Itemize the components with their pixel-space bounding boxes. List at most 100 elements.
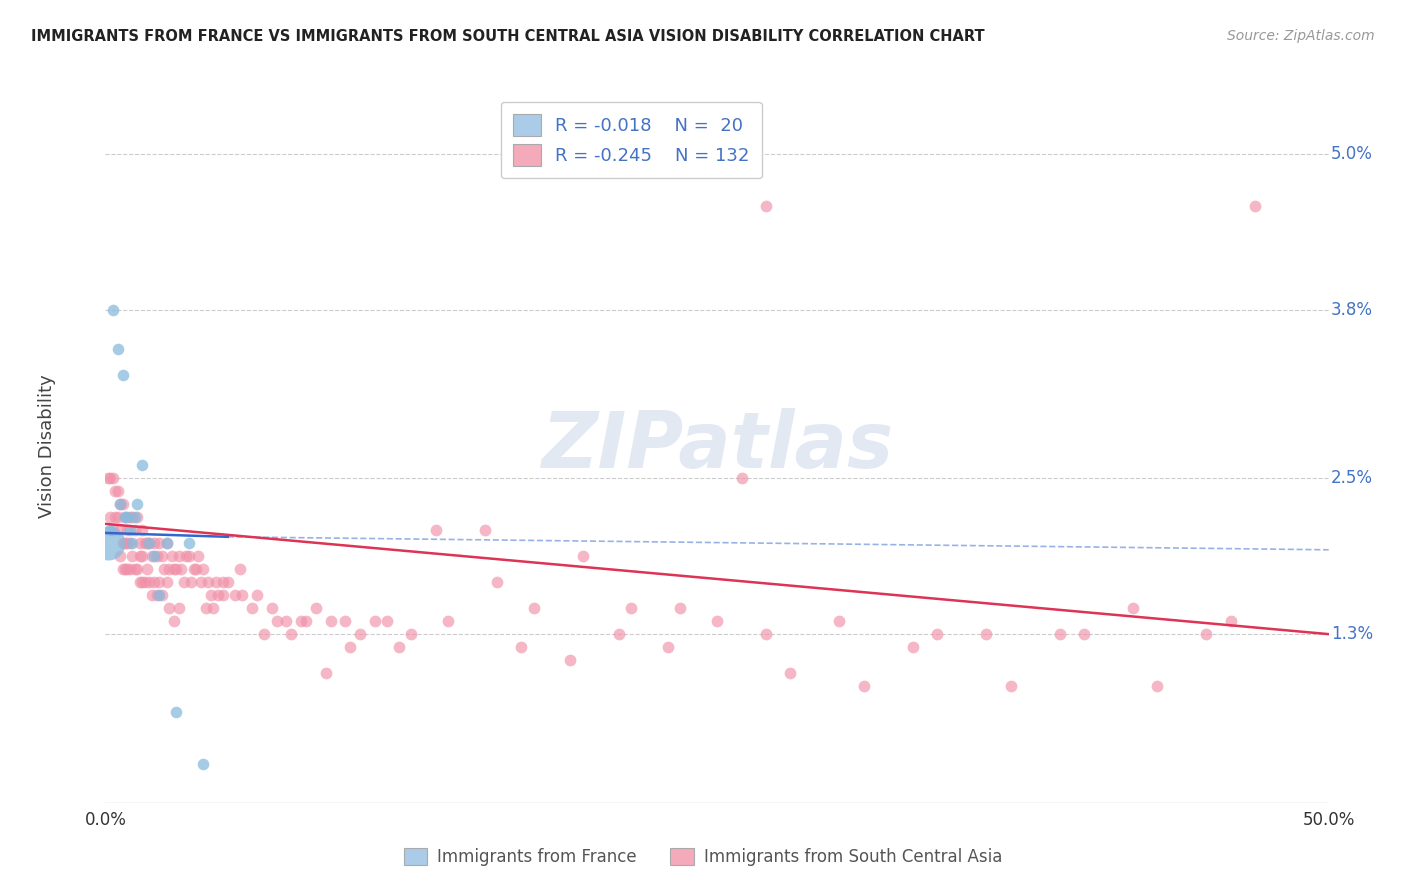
Point bbox=[522, 601, 544, 615]
Point bbox=[927, 627, 949, 641]
Point bbox=[136, 536, 159, 550]
Point bbox=[150, 588, 173, 602]
Point bbox=[157, 601, 180, 615]
Point bbox=[607, 627, 630, 641]
Point bbox=[755, 199, 778, 213]
Point bbox=[266, 614, 288, 628]
Point bbox=[669, 601, 692, 615]
Point bbox=[127, 497, 149, 511]
Point bbox=[160, 549, 183, 564]
Point bbox=[180, 575, 202, 590]
Point bbox=[217, 575, 239, 590]
Point bbox=[194, 601, 217, 615]
Point bbox=[131, 549, 153, 564]
Point bbox=[399, 627, 422, 641]
Point bbox=[212, 588, 235, 602]
Point bbox=[104, 510, 127, 524]
Point bbox=[148, 588, 170, 602]
Point bbox=[134, 575, 156, 590]
Point bbox=[246, 588, 269, 602]
Point bbox=[200, 588, 222, 602]
Point bbox=[138, 536, 160, 550]
Point bbox=[157, 562, 180, 576]
Point bbox=[260, 601, 283, 615]
Point bbox=[620, 601, 643, 615]
Point bbox=[121, 536, 143, 550]
Point bbox=[1073, 627, 1095, 641]
Point bbox=[901, 640, 924, 654]
Point bbox=[1195, 627, 1218, 641]
Point bbox=[97, 471, 120, 485]
Text: Source: ZipAtlas.com: Source: ZipAtlas.com bbox=[1227, 29, 1375, 44]
Point bbox=[852, 679, 875, 693]
Point bbox=[485, 575, 508, 590]
Point bbox=[114, 536, 136, 550]
Point bbox=[204, 575, 226, 590]
Point bbox=[108, 497, 131, 511]
Point bbox=[165, 705, 187, 719]
Text: ZIPatlas: ZIPatlas bbox=[541, 408, 893, 484]
Point bbox=[305, 601, 328, 615]
Point bbox=[111, 497, 134, 511]
Point bbox=[131, 575, 153, 590]
Point bbox=[101, 471, 124, 485]
Point bbox=[141, 588, 163, 602]
Point bbox=[167, 549, 190, 564]
Point bbox=[155, 575, 177, 590]
Point bbox=[167, 601, 190, 615]
Point bbox=[388, 640, 411, 654]
Point bbox=[363, 614, 385, 628]
Text: 1.3%: 1.3% bbox=[1331, 625, 1374, 643]
Point bbox=[197, 575, 219, 590]
Point bbox=[121, 549, 143, 564]
Point bbox=[474, 524, 496, 538]
Point bbox=[128, 549, 150, 564]
Point bbox=[97, 536, 120, 550]
Point bbox=[1146, 679, 1168, 693]
Point bbox=[349, 627, 371, 641]
Point bbox=[163, 562, 186, 576]
Point bbox=[657, 640, 679, 654]
Point bbox=[730, 471, 752, 485]
Point bbox=[295, 614, 318, 628]
Point bbox=[118, 510, 141, 524]
Point bbox=[183, 562, 205, 576]
Point bbox=[240, 601, 263, 615]
Point bbox=[143, 549, 166, 564]
Point bbox=[437, 614, 460, 628]
Point bbox=[755, 627, 778, 641]
Point bbox=[224, 588, 246, 602]
Point bbox=[98, 471, 121, 485]
Point bbox=[107, 484, 129, 499]
Point bbox=[138, 536, 160, 550]
Point bbox=[187, 549, 209, 564]
Point bbox=[111, 368, 134, 382]
Point bbox=[280, 627, 302, 641]
Point bbox=[177, 549, 200, 564]
Point bbox=[107, 510, 129, 524]
Point bbox=[212, 575, 235, 590]
Point bbox=[131, 524, 153, 538]
Point bbox=[101, 302, 124, 317]
Point bbox=[118, 524, 141, 538]
Point bbox=[127, 510, 149, 524]
Text: 5.0%: 5.0% bbox=[1331, 145, 1374, 163]
Point bbox=[155, 536, 177, 550]
Point bbox=[153, 562, 176, 576]
Text: 2.5%: 2.5% bbox=[1331, 469, 1374, 487]
Point bbox=[117, 536, 139, 550]
Point bbox=[117, 510, 139, 524]
Text: 3.8%: 3.8% bbox=[1331, 301, 1374, 318]
Point bbox=[117, 524, 139, 538]
Point bbox=[229, 562, 252, 576]
Point bbox=[104, 484, 127, 499]
Point bbox=[1049, 627, 1071, 641]
Point bbox=[117, 562, 139, 576]
Point bbox=[207, 588, 229, 602]
Point bbox=[319, 614, 342, 628]
Point bbox=[98, 524, 121, 538]
Point bbox=[121, 510, 143, 524]
Point bbox=[177, 536, 200, 550]
Point bbox=[98, 510, 121, 524]
Point bbox=[146, 549, 169, 564]
